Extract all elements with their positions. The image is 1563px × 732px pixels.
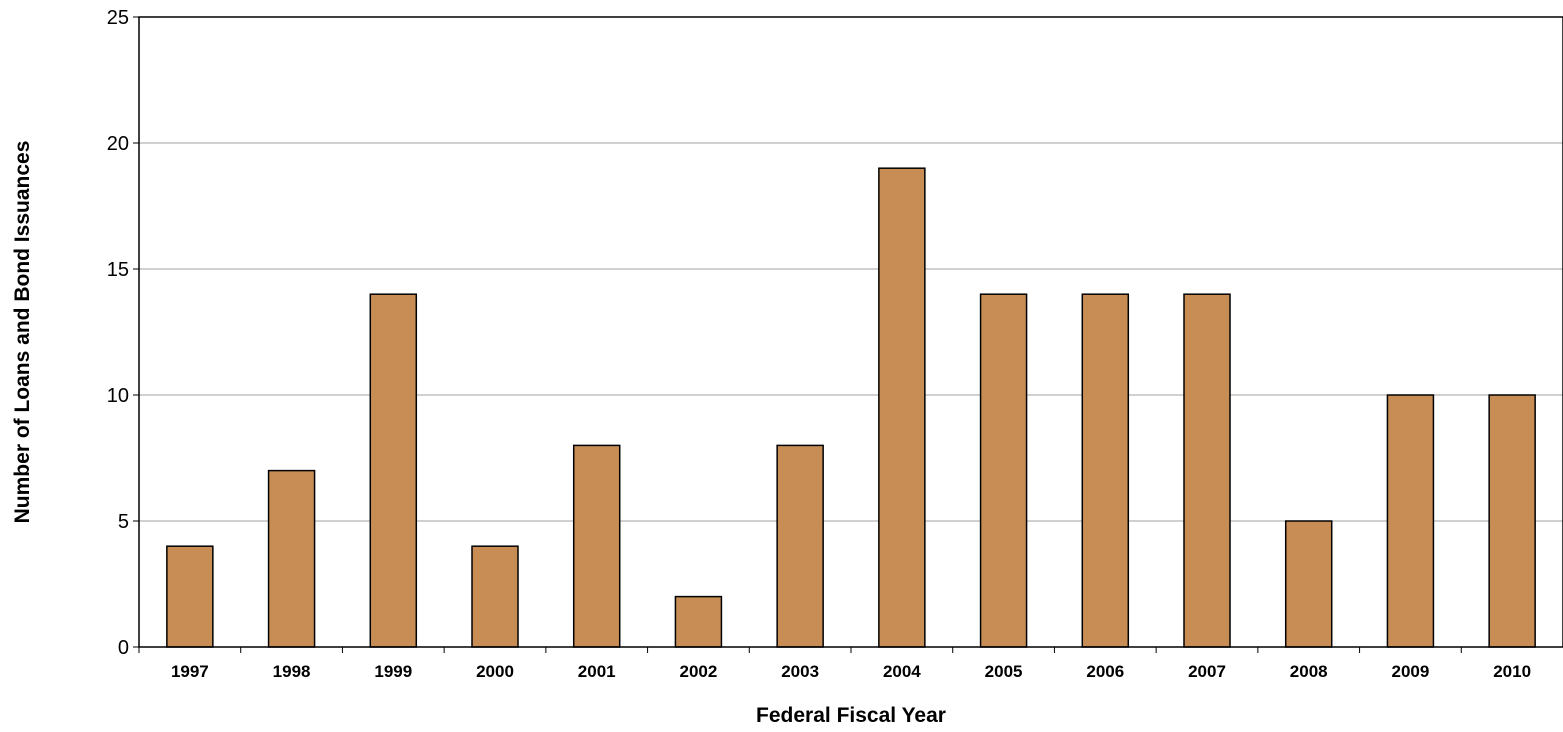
x-tick-label: 1997: [171, 662, 209, 681]
y-tick-label: 5: [118, 511, 129, 533]
x-tick-label: 2001: [578, 662, 616, 681]
bar-1999: [369, 293, 418, 648]
y-axis-title: Number of Loans and Bond Issuances: [11, 141, 34, 524]
x-tick-label: 1999: [374, 662, 412, 681]
bar-2000: [471, 545, 519, 648]
x-tick-label: 2010: [1493, 662, 1531, 681]
x-tick-label: 2007: [1188, 662, 1226, 681]
x-tick-label: 2008: [1290, 662, 1328, 681]
bar-2006: [1081, 293, 1130, 648]
bar-2005: [979, 293, 1028, 648]
y-tick-labels: 0 5 10 15 20 25: [107, 7, 139, 659]
x-tick-label: 2002: [680, 662, 718, 681]
x-tick-label: 2005: [985, 662, 1023, 681]
plot-area-border: [138, 16, 1563, 648]
bar-2004: [878, 167, 926, 648]
x-tick-label: 2000: [476, 662, 514, 681]
x-tick-label: 1998: [273, 662, 311, 681]
x-axis-title: Federal Fiscal Year: [756, 704, 946, 727]
bar-2008: [1284, 520, 1333, 648]
bar-2007: [1183, 293, 1231, 648]
gridlines: [139, 142, 1563, 522]
x-tick-label: 2004: [883, 662, 921, 681]
y-tick-label: 15: [107, 259, 129, 281]
bars: [166, 167, 1536, 648]
bar-2003: [776, 444, 824, 648]
y-tick-label: 25: [107, 7, 129, 29]
y-tick-label: 0: [118, 637, 129, 659]
x-tick-labels: 1997 1998 1999 2000 2001 2002 2003 2004 2005 2006…: [138, 647, 1531, 681]
bar-2009: [1386, 394, 1435, 648]
bar-2010: [1488, 394, 1536, 648]
x-tick-label: 2006: [1086, 662, 1124, 681]
y-tick-label: 10: [107, 385, 129, 407]
bar-1997: [166, 545, 214, 648]
bar-1998: [267, 469, 316, 648]
x-tick-label: 2003: [781, 662, 819, 681]
bar-2001: [572, 444, 621, 648]
y-tick-label: 20: [107, 133, 129, 155]
bar-2002: [674, 595, 723, 648]
x-tick-label: 2009: [1392, 662, 1430, 681]
